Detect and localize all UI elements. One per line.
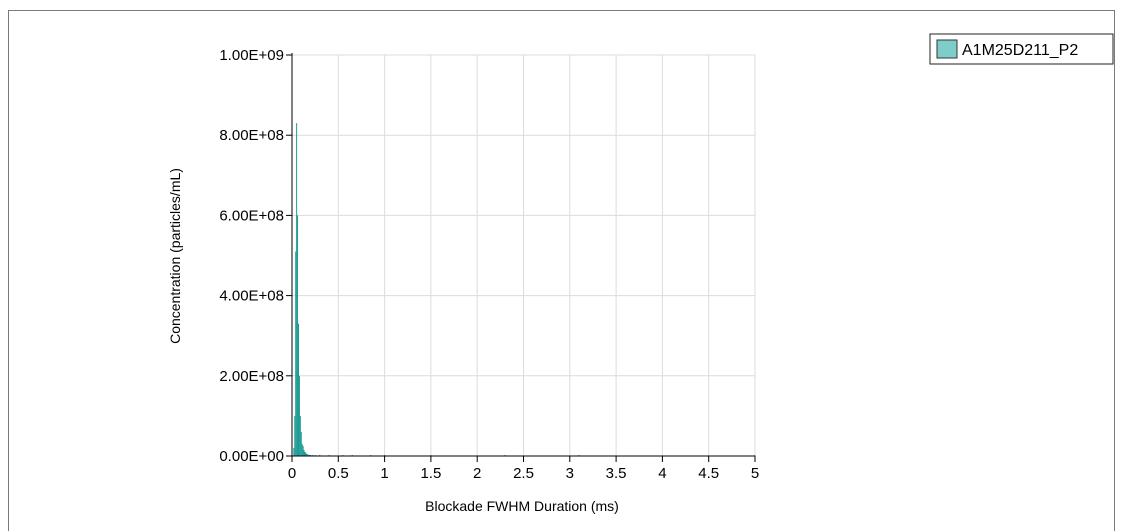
x-tick-label: 0.5 [328,465,349,482]
x-tick-label: 4.5 [698,465,719,482]
legend-frame [929,33,1114,65]
legend-swatch [936,39,958,59]
x-tick-label: 4 [658,465,666,482]
y-tick-label: 4.00E+08 [219,288,284,305]
y-tick-label: 2.00E+08 [219,368,284,385]
axes [286,53,756,462]
x-tick-label: 1 [380,465,388,482]
histogram-bar [304,451,306,456]
legend-label: A1M25D211_P2 [962,42,1078,59]
histogram-bar [293,447,295,456]
histogram-bar [301,443,303,456]
y-tick-label: 8.00E+08 [219,127,284,144]
tick-labels: 0 0.5 1 1.5 2 2.5 3 3.5 4 4.5 5 0.00E+00 2.00E+08 4.0… [219,47,759,482]
grid [292,54,756,456]
y-tick-label: 0.00E+00 [219,448,284,465]
y-tick-label: 6.00E+08 [219,207,284,224]
histogram-bar [297,323,299,456]
x-tick-label: 2 [473,465,481,482]
histogram-bar [300,431,302,456]
x-tick-label: 0 [288,465,296,482]
x-tick-label: 3 [566,465,574,482]
histogram-bar [294,415,296,456]
x-tick-label: 3.5 [606,465,627,482]
x-tick-label: 5 [751,465,759,482]
histogram-bar [298,375,300,456]
histogram-bar [299,415,301,456]
bars [293,123,756,457]
histogram-bar [307,454,309,456]
histogram-bar [302,445,304,456]
y-tick-label: 1.00E+09 [219,47,284,64]
histogram-bar [308,454,310,456]
legend: A1M25D211_P2 [929,33,1114,65]
x-tick-label: 2.5 [513,465,534,482]
chart-frame [8,10,1115,531]
histogram-bar [303,449,305,456]
x-tick-label: 1.5 [420,465,441,482]
histogram-bar [295,251,297,456]
histogram-bar [296,123,298,457]
histogram-bar [306,453,308,456]
histogram-bar [305,452,307,456]
y-axis-title: Concentration (particles/mL) [167,168,183,344]
x-axis-title: Blockade FWHM Duration (ms) [425,498,619,514]
histogram-bar [297,215,299,456]
